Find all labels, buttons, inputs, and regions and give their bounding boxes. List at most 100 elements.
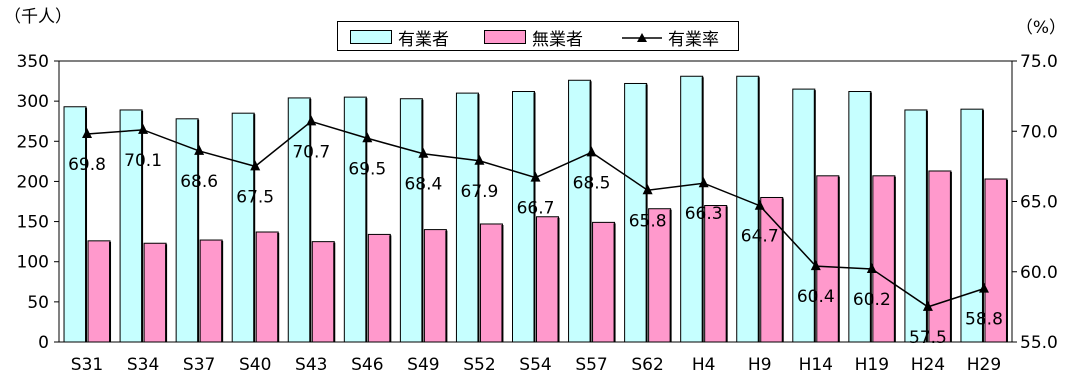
x-tick-label: S62 (631, 355, 663, 375)
x-tick-label: S46 (351, 355, 383, 375)
rate-data-label: 68.6 (180, 172, 218, 192)
x-tick-label: S52 (463, 355, 495, 375)
rate-data-label: 66.3 (685, 204, 723, 224)
rate-marker (474, 154, 485, 165)
legend-swatch-rate (620, 30, 664, 44)
rate-marker (306, 115, 317, 126)
x-tick-label: S43 (295, 355, 327, 375)
rate-data-label: 67.5 (236, 187, 274, 207)
rate-data-label: 67.9 (461, 182, 499, 202)
y-right-tick-label: 55.0 (1020, 333, 1058, 353)
rate-data-label: 70.7 (292, 142, 330, 162)
left-axis-unit: （千人） (4, 7, 72, 27)
bar-unemployed (87, 240, 111, 343)
rate-data-label: 58.8 (965, 310, 1003, 330)
x-tick-label: S49 (407, 355, 439, 375)
rate-marker (978, 282, 989, 293)
y-right-tick-label: 70.0 (1020, 122, 1058, 142)
right-axis-unit: （%） (1016, 18, 1066, 38)
x-tick-label: S40 (239, 355, 271, 375)
x-tick-label: H19 (855, 355, 889, 375)
rate-data-label: 60.2 (853, 290, 891, 310)
bar-employed (455, 92, 479, 343)
rate-data-label: 68.4 (404, 175, 442, 195)
bar-employed (119, 109, 143, 343)
bar-unemployed (872, 175, 896, 343)
legend-label-employed: 有業者 (398, 29, 449, 50)
y-left-tick-label: 100 (17, 253, 49, 273)
y-right-tick-label: 75.0 (1020, 52, 1058, 72)
x-tick-label: S54 (519, 355, 551, 375)
bar-unemployed (199, 239, 223, 343)
x-tick-label: H14 (799, 355, 833, 375)
bar-unemployed (367, 233, 391, 343)
x-tick-label: S34 (127, 355, 159, 375)
rate-data-label: 68.5 (573, 173, 611, 193)
legend-swatch-unemployed (484, 30, 526, 44)
rate-marker (138, 123, 149, 134)
y-left-tick-label: 50 (27, 293, 49, 313)
legend-item-unemployed: 無業者 (484, 25, 583, 50)
y-left-tick-label: 150 (17, 213, 49, 233)
bar-unemployed (423, 229, 447, 343)
bar-employed (231, 112, 255, 343)
bar-unemployed (143, 242, 167, 343)
rate-marker (250, 160, 261, 171)
y-left-tick-label: 300 (17, 92, 49, 112)
bar-unemployed (479, 223, 503, 343)
rate-data-label: 70.1 (124, 151, 162, 171)
bar-unemployed (704, 205, 728, 343)
rate-marker (194, 144, 205, 155)
y-right-tick-label: 65.0 (1020, 193, 1058, 213)
rate-marker (586, 146, 597, 157)
rate-data-label: 57.5 (909, 328, 947, 348)
rate-data-label: 66.7 (517, 199, 555, 219)
y-left-tick-label: 0 (38, 333, 49, 353)
x-tick-label: S31 (71, 355, 103, 375)
legend: 有業者 無業者 有業率 (337, 21, 739, 51)
rate-marker (922, 300, 933, 311)
x-tick-label: S37 (183, 355, 215, 375)
rate-data-label: 69.8 (68, 155, 106, 175)
rate-marker (362, 132, 373, 143)
rate-marker (754, 199, 765, 210)
legend-label-rate: 有業率 (668, 29, 719, 50)
bar-employed (960, 108, 984, 343)
legend-item-employed: 有業者 (350, 25, 449, 50)
x-tick-label: H4 (692, 355, 716, 375)
rate-marker (418, 147, 429, 158)
y-right-tick-label: 60.0 (1020, 263, 1058, 283)
bar-employed (63, 106, 87, 343)
bar-employed (904, 109, 928, 343)
rate-marker (698, 177, 709, 188)
bar-unemployed (928, 170, 952, 343)
legend-item-rate: 有業率 (620, 25, 719, 50)
bar-employed (343, 96, 367, 343)
bar-unemployed (311, 241, 335, 343)
bar-unemployed (816, 175, 840, 343)
rate-marker (82, 128, 93, 139)
rate-data-label: 69.5 (348, 159, 386, 179)
y-left-tick-label: 350 (17, 52, 49, 72)
legend-label-unemployed: 無業者 (532, 29, 583, 50)
y-left-tick-label: 250 (17, 132, 49, 152)
bar-unemployed (255, 231, 279, 343)
rate-marker (642, 184, 653, 195)
x-tick-label: H29 (967, 355, 1001, 375)
rate-data-label: 65.8 (629, 211, 667, 231)
rate-marker (530, 171, 541, 182)
rate-data-label: 64.7 (741, 227, 779, 247)
rate-marker (866, 262, 877, 273)
legend-swatch-employed (350, 30, 392, 44)
bar-employed (287, 97, 311, 343)
bar-unemployed (536, 216, 559, 343)
rate-marker (810, 260, 821, 271)
bar-employed (568, 79, 592, 343)
bar-employed (175, 118, 199, 343)
x-tick-label: H24 (911, 355, 945, 375)
bar-employed (399, 98, 423, 343)
x-tick-label: H9 (748, 355, 772, 375)
rate-data-label: 60.4 (797, 287, 835, 307)
